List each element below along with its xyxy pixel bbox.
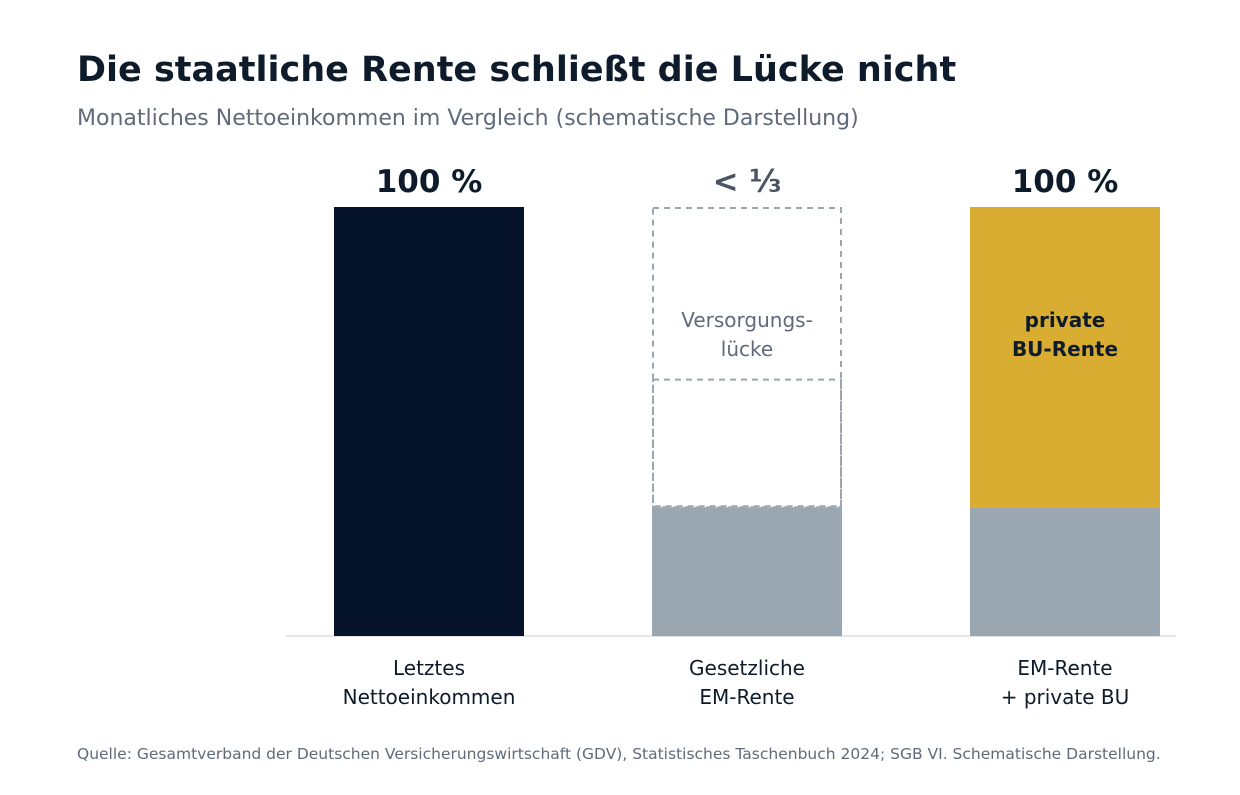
source-note: Quelle: Gesamtverband der Deutschen Vers… — [77, 745, 1161, 763]
bar-3-segment-1 — [970, 507, 1160, 636]
category-label-3: EM-Rente — [1017, 656, 1112, 680]
category-label-2: Gesetzliche — [689, 656, 805, 680]
chart-title: Die staatliche Rente schließt die Lücke … — [77, 50, 957, 90]
bar-2-value-label: < ⅓ — [713, 164, 782, 200]
bar-3-segment-label: private — [1025, 308, 1106, 332]
bar-3-segment-2 — [970, 207, 1160, 508]
bar-2-segment-label: Versorgungs- — [681, 308, 813, 332]
category-label-2: EM-Rente — [699, 685, 794, 709]
bar-1-segment-1 — [334, 207, 524, 636]
bar-3-value-label: 100 % — [1012, 164, 1119, 200]
bar-2-segment-2-gap-outline — [652, 207, 842, 509]
bar-2-lower-outline — [652, 378, 842, 508]
category-label-1: Nettoeinkommen — [343, 685, 516, 709]
bar-1-value-label: 100 % — [376, 164, 483, 200]
bar-2-segment-label: lücke — [721, 337, 773, 361]
category-label-3: + private BU — [1001, 685, 1130, 709]
chart-subtitle: Monatliches Nettoeinkommen im Vergleich … — [77, 106, 859, 131]
bar-3-segment-label: BU-Rente — [1012, 337, 1118, 361]
bar-2-segment-1 — [652, 507, 842, 636]
category-label-1: Letztes — [393, 656, 465, 680]
